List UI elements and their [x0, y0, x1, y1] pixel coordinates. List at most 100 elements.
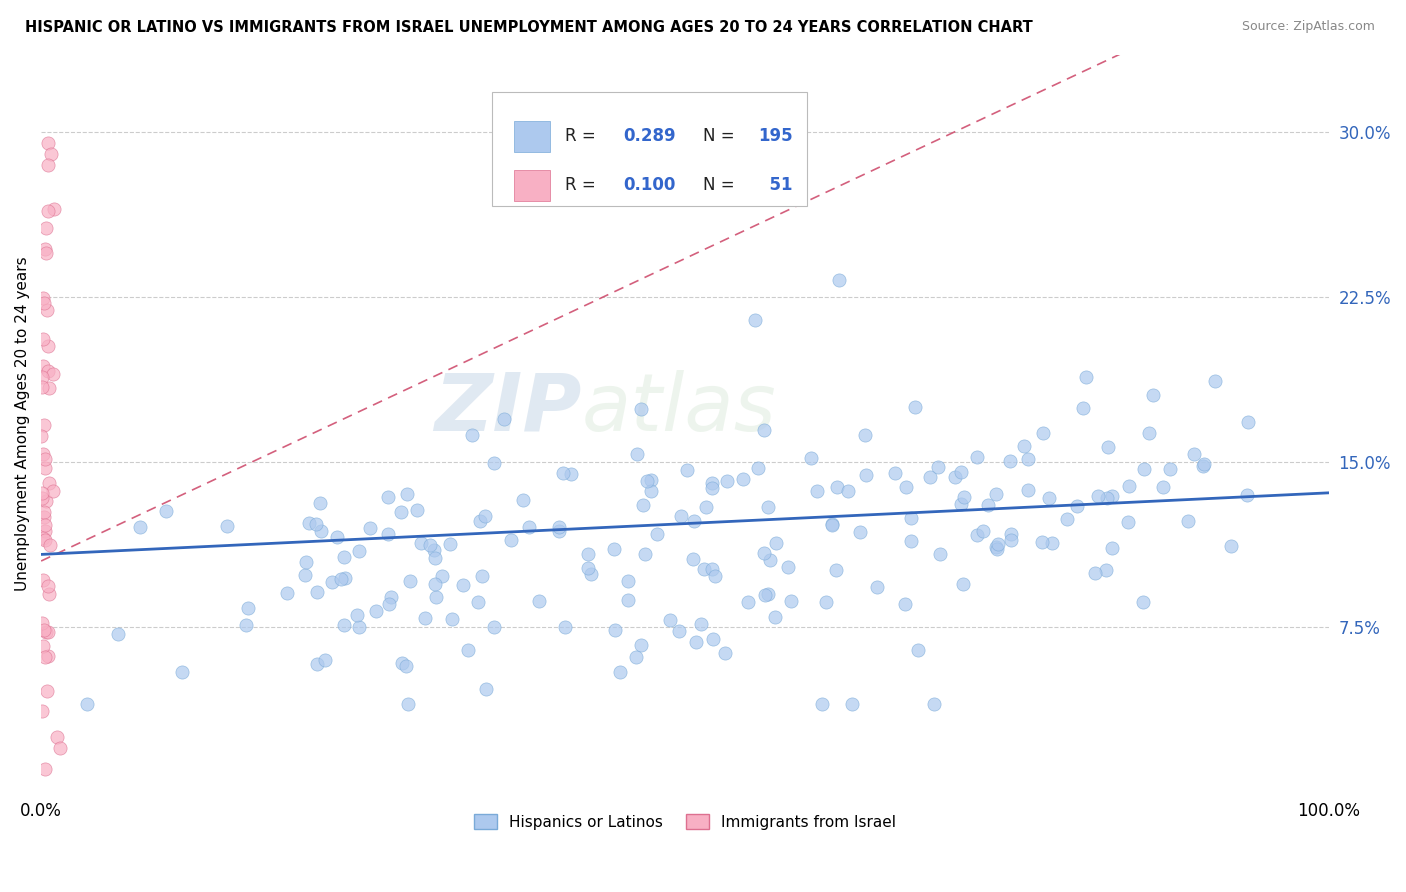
Point	[752, 546, 775, 560]
Point	[616, 574, 638, 588]
Point	[1071, 401, 1094, 416]
Point	[335, 571, 357, 585]
Text: ZIP: ZIP	[434, 370, 582, 448]
Point	[31, 380, 53, 394]
Point	[419, 538, 441, 552]
Point	[1142, 388, 1164, 402]
Point	[626, 447, 648, 461]
Point	[952, 490, 974, 504]
Point	[399, 574, 422, 588]
Point	[984, 487, 1007, 501]
Point	[359, 521, 381, 535]
Point	[918, 469, 941, 483]
Point	[633, 498, 655, 512]
Point	[34, 762, 56, 776]
Point	[425, 551, 447, 566]
Point	[700, 562, 723, 576]
Point	[305, 585, 328, 599]
Text: Source: ZipAtlas.com: Source: ZipAtlas.com	[1241, 20, 1375, 33]
Y-axis label: Unemployment Among Ages 20 to 24 years: Unemployment Among Ages 20 to 24 years	[15, 256, 30, 591]
Point	[866, 580, 889, 594]
Point	[950, 465, 973, 479]
Text: 0.100: 0.100	[623, 177, 675, 194]
Point	[415, 611, 437, 625]
Point	[34, 221, 56, 235]
Point	[945, 469, 967, 483]
Point	[821, 517, 844, 532]
Point	[42, 367, 65, 381]
Point	[31, 447, 53, 461]
Point	[703, 568, 725, 582]
Point	[309, 524, 332, 539]
Point	[377, 597, 399, 611]
Point	[1097, 440, 1119, 454]
Point	[377, 490, 399, 504]
Point	[276, 585, 298, 599]
Point	[756, 587, 779, 601]
Point	[423, 543, 446, 558]
Text: 0.289: 0.289	[623, 128, 676, 145]
Point	[952, 577, 974, 591]
Point	[298, 516, 321, 531]
Point	[1000, 533, 1022, 547]
Point	[700, 481, 723, 495]
Point	[396, 697, 419, 711]
Point	[1204, 374, 1226, 388]
Point	[34, 533, 56, 547]
FancyBboxPatch shape	[513, 170, 550, 201]
Point	[39, 539, 62, 553]
Point	[693, 562, 716, 576]
Point	[432, 568, 454, 582]
Point	[32, 505, 55, 519]
Point	[778, 559, 800, 574]
Point	[987, 537, 1010, 551]
Point	[682, 552, 704, 566]
Point	[1040, 536, 1063, 550]
Point	[744, 312, 766, 326]
Point	[636, 474, 658, 488]
Point	[1118, 479, 1140, 493]
Point	[76, 697, 98, 711]
FancyBboxPatch shape	[492, 92, 807, 206]
Point	[1000, 526, 1022, 541]
Point	[617, 593, 640, 607]
Point	[474, 682, 496, 697]
Point	[758, 500, 780, 515]
Point	[31, 332, 53, 346]
Point	[800, 451, 823, 466]
Point	[986, 542, 1008, 557]
Point	[172, 665, 194, 679]
Text: R =: R =	[565, 128, 602, 145]
Point	[1236, 488, 1258, 502]
Point	[35, 684, 58, 698]
Point	[966, 527, 988, 541]
Point	[690, 616, 713, 631]
Point	[754, 589, 776, 603]
Point	[700, 476, 723, 491]
Point	[1152, 480, 1174, 494]
Point	[31, 486, 53, 500]
Point	[37, 648, 59, 663]
Point	[37, 203, 59, 218]
Point	[825, 562, 848, 576]
Point	[41, 147, 63, 161]
Point	[548, 524, 571, 538]
Point	[1066, 499, 1088, 513]
Point	[38, 381, 60, 395]
Point	[1101, 489, 1123, 503]
Point	[471, 569, 494, 583]
Point	[31, 491, 53, 506]
Point	[682, 514, 704, 528]
Point	[34, 461, 56, 475]
Point	[37, 339, 59, 353]
Point	[900, 534, 922, 549]
Point	[38, 475, 60, 490]
Point	[395, 658, 418, 673]
Point	[779, 594, 801, 608]
Point	[34, 524, 56, 539]
Point	[827, 480, 849, 494]
Point	[669, 509, 692, 524]
Text: N =: N =	[703, 177, 740, 194]
Point	[346, 608, 368, 623]
Point	[35, 493, 58, 508]
